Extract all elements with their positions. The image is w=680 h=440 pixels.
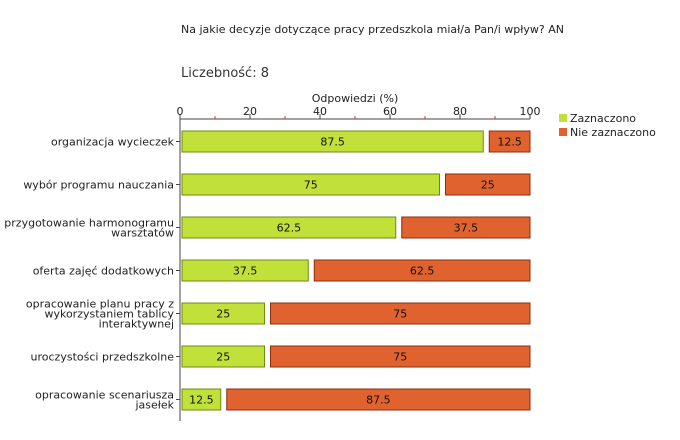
data-label-nie-zaznaczono: 12.5 [497,136,522,149]
bar-nie-zaznaczono [226,388,531,411]
legend-swatch-nie-zaznaczono [559,128,567,136]
data-label-nie-zaznaczono: 87.5 [366,394,391,407]
data-label-nie-zaznaczono: 75 [393,308,407,321]
category-label: interaktywnej [99,318,174,331]
category-label: warsztatów [111,227,174,240]
data-label-zaznaczono: 62.5 [277,222,302,235]
bar-nie-zaznaczono [488,130,531,153]
bar-zaznaczono [181,388,222,411]
category-label: jasełek [134,399,174,412]
x-tick-label: 80 [453,105,467,118]
bar-nie-zaznaczono [401,216,531,239]
category-label: wybór programu nauczania [23,179,174,192]
data-label-nie-zaznaczono: 75 [393,351,407,364]
bar-zaznaczono [181,173,440,196]
legend-swatch-zaznaczono [559,114,567,122]
data-label-zaznaczono: 87.5 [320,136,345,149]
bar-zaznaczono [181,302,265,325]
data-label-nie-zaznaczono: 25 [481,179,495,192]
respondent-count: Liczebność: 8 [181,66,269,81]
category-label: uroczystości przedszkolne [31,351,175,364]
x-tick-label: 40 [313,105,327,118]
category-label: oferta zajęć dodatkowych [33,265,174,278]
x-tick-label: 0 [177,105,184,118]
chart-question: Na jakie decyzje dotyczące pracy przedsz… [181,23,564,36]
bar-nie-zaznaczono [270,302,531,325]
bar-zaznaczono [181,216,397,239]
category-label: organizacja wycieczek [51,136,175,149]
category-label: wykorzystaniem tablicy [44,308,174,321]
x-tick-label: 20 [243,105,257,118]
bar-zaznaczono [181,345,265,368]
bar-nie-zaznaczono [270,345,531,368]
bar-nie-zaznaczono [313,259,531,282]
bar-zaznaczono [181,259,309,282]
x-tick-label: 60 [383,105,397,118]
legend-label-nie-zaznaczono: Nie zaznaczono [570,126,656,139]
bar-zaznaczono [181,130,484,153]
data-label-nie-zaznaczono: 62.5 [410,265,435,278]
data-label-zaznaczono: 25 [216,351,230,364]
category-label: przygotowanie harmonogramu [4,217,174,230]
data-label-zaznaczono: 75 [304,179,318,192]
data-label-zaznaczono: 12.5 [189,394,214,407]
category-label: opracowanie planu pracy z [26,298,174,311]
data-label-zaznaczono: 37.5 [233,265,258,278]
category-label: opracowanie scenariusza [35,389,174,402]
legend-label-zaznaczono: Zaznaczono [570,112,636,125]
x-axis-title: Odpowiedzi (%) [312,92,399,105]
data-label-nie-zaznaczono: 37.5 [454,222,479,235]
bar-nie-zaznaczono [445,173,531,196]
x-tick-label: 100 [520,105,541,118]
data-label-zaznaczono: 25 [216,308,230,321]
